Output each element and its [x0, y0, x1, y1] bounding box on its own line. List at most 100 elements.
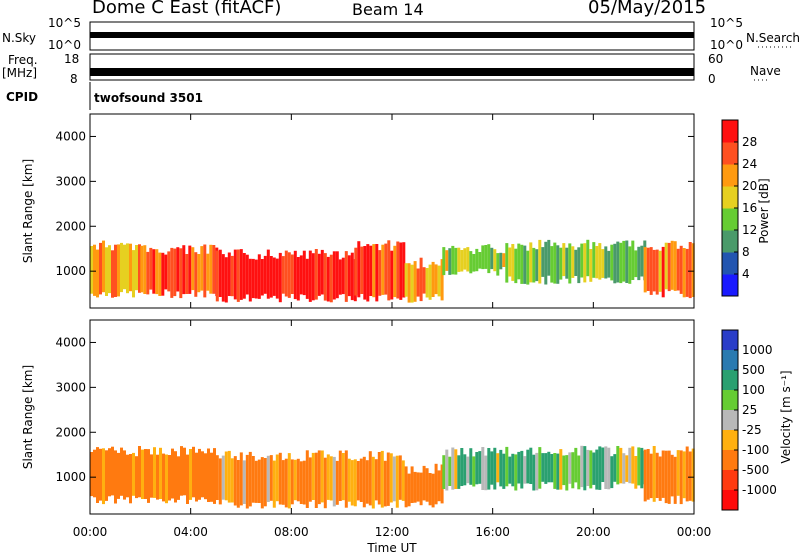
- echo-column: [347, 458, 351, 502]
- echo-column: [153, 447, 156, 498]
- echo-column: [682, 248, 686, 298]
- power-colorbar-label: Power [dB]: [757, 178, 771, 243]
- echo-column: [221, 455, 225, 500]
- colorbar-tick-label: 4: [742, 267, 750, 281]
- echo-column: [616, 241, 620, 283]
- echo-column: [93, 449, 96, 498]
- nsearch-dots: [754, 46, 792, 81]
- echo-column: [135, 456, 138, 499]
- echo-column: [520, 244, 524, 284]
- echo-column: [245, 454, 249, 509]
- echo-column: [201, 451, 204, 498]
- echo-column: [526, 250, 530, 285]
- echo-column: [472, 456, 476, 487]
- echo-column: [514, 248, 518, 284]
- echo-column: [239, 452, 243, 506]
- echo-column: [207, 448, 210, 502]
- colorbar-segment: [722, 274, 738, 297]
- echo-column: [580, 445, 584, 488]
- echo-column: [332, 456, 336, 507]
- echo-column: [580, 243, 584, 278]
- echo-column: [177, 456, 180, 500]
- colorbar-tick-label: 500: [742, 363, 765, 377]
- echo-band: [140, 244, 219, 299]
- echo-column: [466, 247, 470, 272]
- colorbar-frame: [721, 329, 739, 511]
- echo-column: [366, 244, 370, 302]
- echo-column: [314, 249, 318, 300]
- echo-column: [108, 448, 111, 497]
- echo-column: [583, 446, 587, 491]
- echo-band: [643, 240, 695, 299]
- freq-label: Freq.: [8, 53, 38, 67]
- echo-column: [469, 251, 473, 274]
- echo-column: [396, 241, 400, 299]
- echo-column: [502, 453, 506, 489]
- echo-column: [323, 253, 327, 301]
- nsky-label: N.Sky: [2, 31, 37, 45]
- x-tick-label: 16:00: [475, 525, 510, 539]
- echo-column: [105, 450, 108, 501]
- nsky-tick-bottom: 10^0: [48, 38, 81, 52]
- freq-tick-top: 18: [64, 52, 80, 66]
- colorbar-segment: [722, 142, 738, 165]
- echo-column: [586, 239, 590, 277]
- colorbar-segment: [722, 330, 738, 351]
- echo-column: [260, 457, 264, 509]
- echo-column: [218, 249, 222, 297]
- colorbar-segment: [722, 390, 738, 411]
- echo-column: [541, 247, 545, 277]
- echo-column: [425, 468, 429, 502]
- echo-column: [263, 458, 267, 507]
- echo-column: [556, 245, 560, 284]
- echo-column: [460, 250, 464, 272]
- y-tick-label: 2000: [55, 219, 86, 233]
- x-tick-label: 04:00: [173, 525, 208, 539]
- echo-column: [224, 451, 228, 501]
- date-title: 05/May/2015: [588, 0, 707, 18]
- echo-column: [613, 243, 617, 284]
- echo-column: [565, 455, 569, 491]
- echo-column: [676, 450, 680, 496]
- echo-column: [263, 255, 267, 294]
- echo-column: [170, 247, 174, 298]
- echo-column: [93, 244, 96, 296]
- echo-column: [448, 456, 452, 486]
- echo-column: [99, 242, 102, 295]
- x-tick-label: 08:00: [274, 525, 309, 539]
- freq-panel-frame: [89, 53, 695, 81]
- echo-column: [628, 447, 632, 484]
- echo-column: [221, 254, 225, 302]
- aux-traces: [90, 32, 694, 76]
- echo-column: [407, 263, 411, 303]
- echo-column: [416, 472, 420, 502]
- echo-column: [164, 254, 168, 290]
- echo-column: [688, 451, 692, 501]
- echo-column: [610, 456, 614, 489]
- colorbar-tick-label: -100: [742, 443, 769, 457]
- echo-column: [176, 247, 180, 292]
- echo-band: [643, 446, 695, 505]
- echo-column: [475, 452, 479, 485]
- echo-column: [631, 240, 635, 280]
- echo-column: [117, 452, 120, 499]
- echo-column: [390, 250, 394, 300]
- echo-band: [505, 239, 647, 285]
- echo-column: [592, 452, 596, 485]
- beam-title: Beam 14: [352, 0, 424, 19]
- echo-column: [326, 454, 330, 500]
- echo-column: [114, 244, 117, 297]
- echo-band: [215, 450, 405, 509]
- echo-column: [111, 250, 114, 298]
- velocity-y-axis: 1000 2000 3000 4000: [55, 335, 694, 484]
- echo-column: [236, 460, 240, 508]
- y-tick-label: 3000: [55, 380, 86, 394]
- echo-column: [335, 460, 339, 505]
- echo-column: [445, 449, 449, 491]
- echo-column: [661, 246, 665, 298]
- echo-column: [147, 449, 150, 503]
- echo-column: [490, 247, 494, 270]
- radar-title: Dome C East (fitACF): [92, 0, 282, 18]
- echo-column: [529, 447, 533, 484]
